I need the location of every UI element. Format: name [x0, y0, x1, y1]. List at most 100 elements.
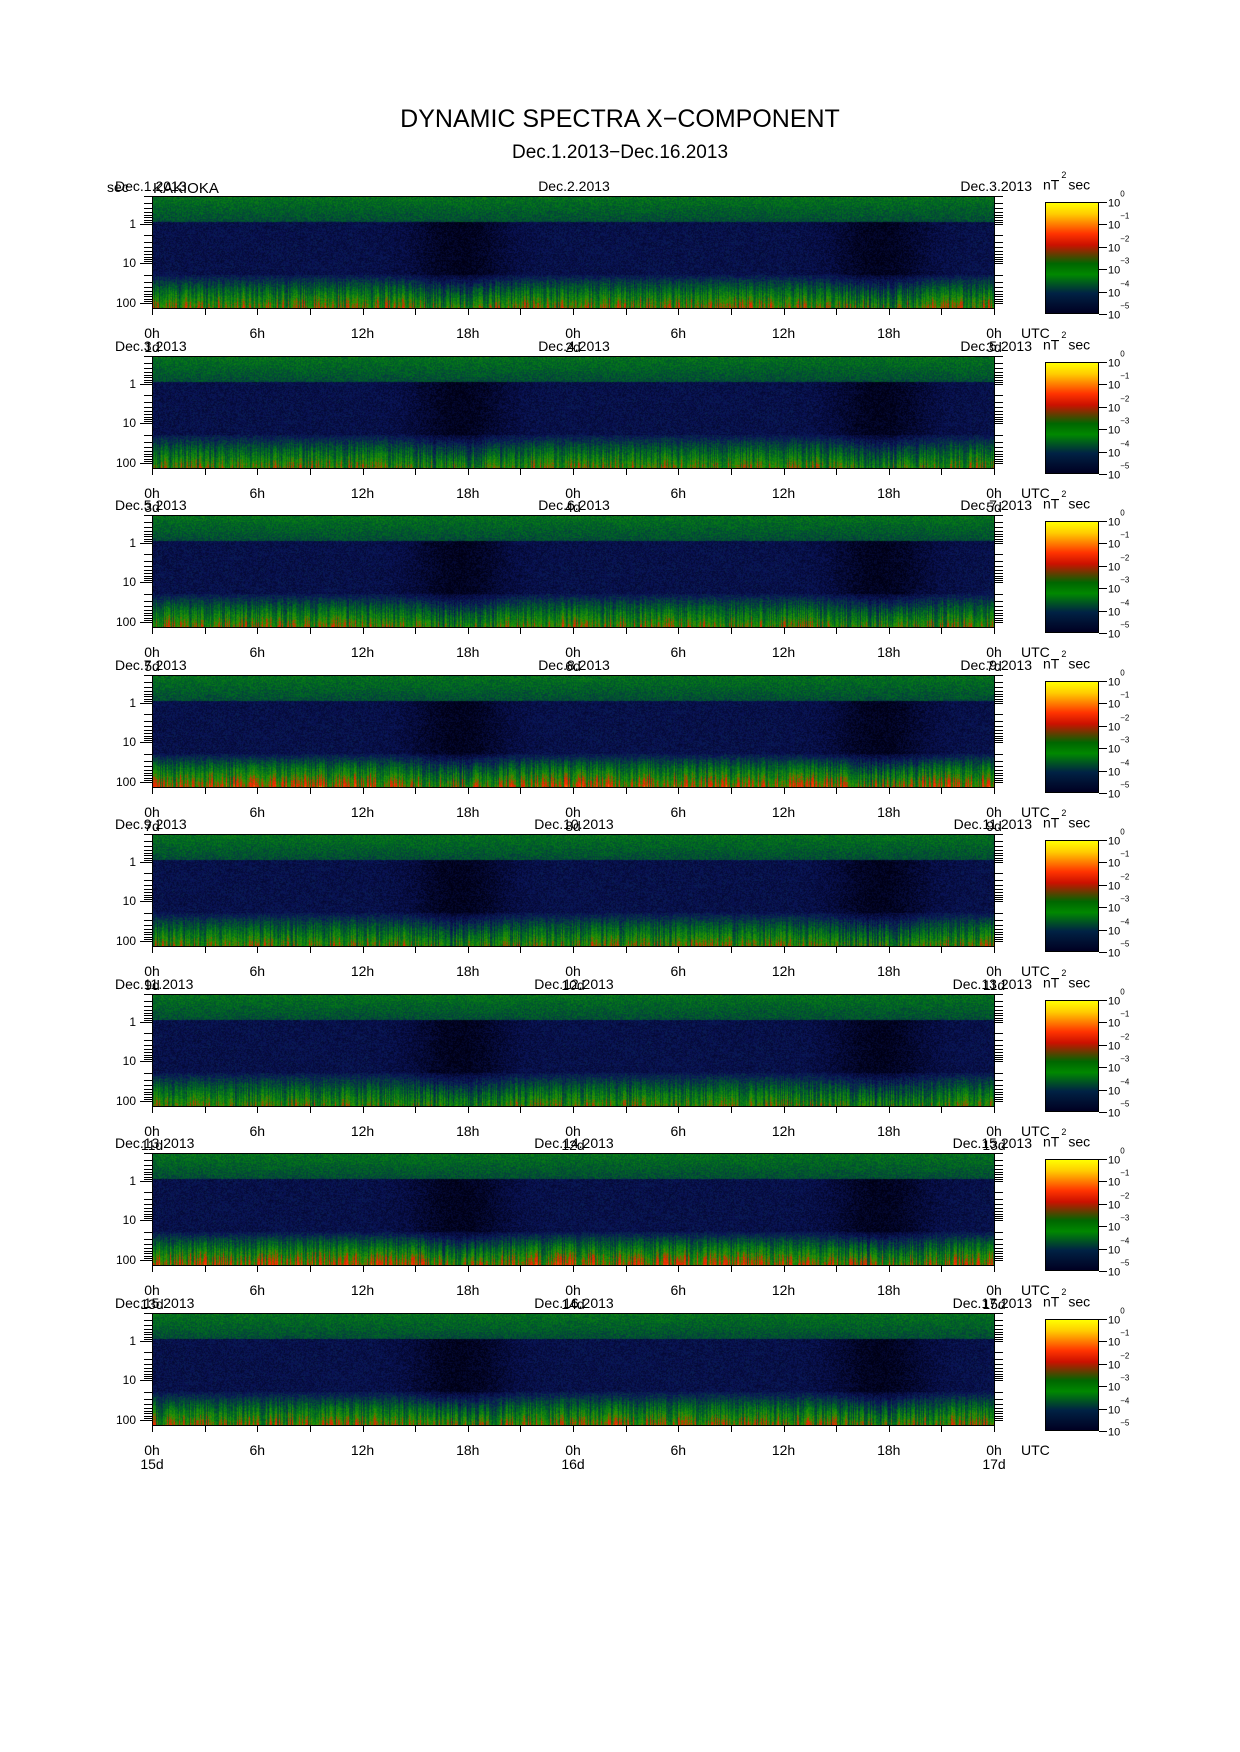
colorbar-tick-label: 10−3	[1108, 416, 1130, 437]
colorbar	[1045, 1319, 1099, 1431]
colorbar-tick-label: 10−5	[1108, 1258, 1130, 1279]
minor-tick	[144, 566, 152, 568]
spectra-panel: Dec.9.2013 Dec.10.2013 Dec.11.2013 nT2sec 1 1…	[0, 808, 1240, 998]
minor-tick	[144, 760, 152, 762]
x-tick-label: 0h	[144, 804, 160, 820]
minor-tick	[995, 880, 1003, 882]
chart-subtitle: Dec.1.2013−Dec.16.2013	[511, 142, 729, 163]
minor-tick	[144, 458, 152, 460]
minor-tick	[144, 580, 152, 582]
x-tick	[257, 1426, 259, 1432]
x-tick-label: 12h	[350, 1442, 375, 1458]
minor-tick	[144, 1238, 152, 1240]
y-tick-label: 1	[129, 535, 136, 550]
minor-tick	[144, 1338, 152, 1340]
panel-start-date: Dec.5.2013	[115, 497, 187, 513]
minor-tick	[144, 1324, 152, 1326]
minor-tick	[144, 1359, 152, 1361]
x-tick-label: 6h	[670, 804, 687, 820]
x-tick-label: 0h	[565, 1442, 581, 1458]
colorbar-tick	[1099, 406, 1107, 408]
x-tick-label: 0h	[565, 1123, 581, 1139]
minor-tick	[144, 928, 152, 930]
minor-tick	[995, 1005, 1003, 1007]
minor-tick	[144, 421, 152, 423]
x-tick	[362, 947, 364, 953]
x-tick	[730, 628, 732, 634]
x-tick	[730, 1107, 732, 1113]
x-tick-label: 6h	[249, 1442, 266, 1458]
x-tick	[730, 469, 732, 475]
x-tick	[941, 1266, 943, 1272]
minor-tick	[144, 702, 152, 704]
minor-tick	[144, 1000, 152, 1002]
minor-tick	[144, 251, 152, 253]
minor-tick	[144, 1334, 152, 1336]
colorbar-ticks: 100 10−1 10−2 10−3 10−4 10−5	[1099, 1147, 1159, 1278]
minor-tick	[995, 235, 1003, 237]
colorbar-tick-label: 10−4	[1108, 1077, 1130, 1097]
x-tick	[625, 628, 627, 634]
minor-tick	[144, 696, 152, 698]
minor-tick	[995, 924, 1003, 926]
colorbar-tick	[1099, 1044, 1107, 1046]
x-tick-label: 0h	[565, 485, 581, 501]
minor-tick	[144, 675, 152, 676]
minor-tick	[144, 202, 152, 204]
colorbar-tick-label: 10−2	[1108, 234, 1130, 255]
x-tick-label: 18h	[877, 1442, 901, 1458]
minor-tick	[144, 207, 152, 209]
colorbar-tick-label: 10−4	[1108, 439, 1130, 459]
x-day-label: 13d	[140, 1296, 164, 1312]
minor-tick	[144, 1045, 152, 1047]
minor-tick	[144, 1407, 152, 1409]
x-tick-label: 0h	[565, 1282, 581, 1298]
x-tick-label: 18h	[456, 1123, 480, 1139]
x-tick	[152, 469, 153, 475]
minor-tick	[995, 356, 1003, 357]
minor-tick	[995, 621, 1003, 623]
minor-tick	[144, 221, 152, 223]
x-day-label: 12d	[561, 1137, 585, 1153]
x-tick	[994, 947, 995, 953]
minor-tick	[144, 1247, 152, 1249]
x-tick	[573, 309, 574, 315]
minor-ticks-left	[144, 675, 156, 788]
x-tick-label: 0h	[986, 1282, 1002, 1298]
minor-tick	[144, 1180, 152, 1182]
x-tick-label: 0h	[144, 1442, 160, 1458]
minor-tick	[995, 1208, 1003, 1210]
x-tick-label: 0h	[565, 325, 581, 341]
minor-tick	[995, 1072, 1003, 1074]
x-tick	[520, 947, 522, 953]
minor-tick	[144, 582, 152, 584]
x-day-label: 16d	[561, 1456, 585, 1472]
minor-tick	[995, 735, 1003, 737]
y-tick-label: 100	[115, 1252, 136, 1267]
minor-tick	[144, 940, 152, 942]
y-tick-label: 1	[129, 1333, 136, 1348]
minor-tick	[144, 1336, 152, 1338]
minor-tick	[995, 1091, 1003, 1093]
colorbar-tick	[1099, 748, 1107, 750]
x-tick	[783, 1426, 785, 1432]
minor-tick	[144, 416, 152, 418]
minor-tick	[995, 247, 1003, 249]
colorbar-tick	[1099, 588, 1107, 590]
x-day-label: 15d	[140, 1456, 164, 1472]
y-tick-label: 10	[122, 894, 136, 909]
x-tick	[362, 309, 364, 315]
panel-mid-date: Dec.2.2013	[538, 178, 610, 194]
colorbar-tick-label: 10−4	[1108, 279, 1130, 299]
colorbar	[1045, 521, 1099, 633]
minor-tick	[144, 446, 152, 448]
minor-tick	[144, 742, 152, 744]
minor-ticks-left	[144, 196, 156, 309]
minor-tick	[144, 781, 152, 783]
minor-tick	[144, 740, 152, 742]
x-tick	[836, 1266, 838, 1272]
minor-tick	[995, 690, 1003, 692]
minor-tick	[995, 1084, 1003, 1086]
minor-tick	[144, 1208, 152, 1210]
x-tick-label: 12h	[350, 963, 375, 979]
